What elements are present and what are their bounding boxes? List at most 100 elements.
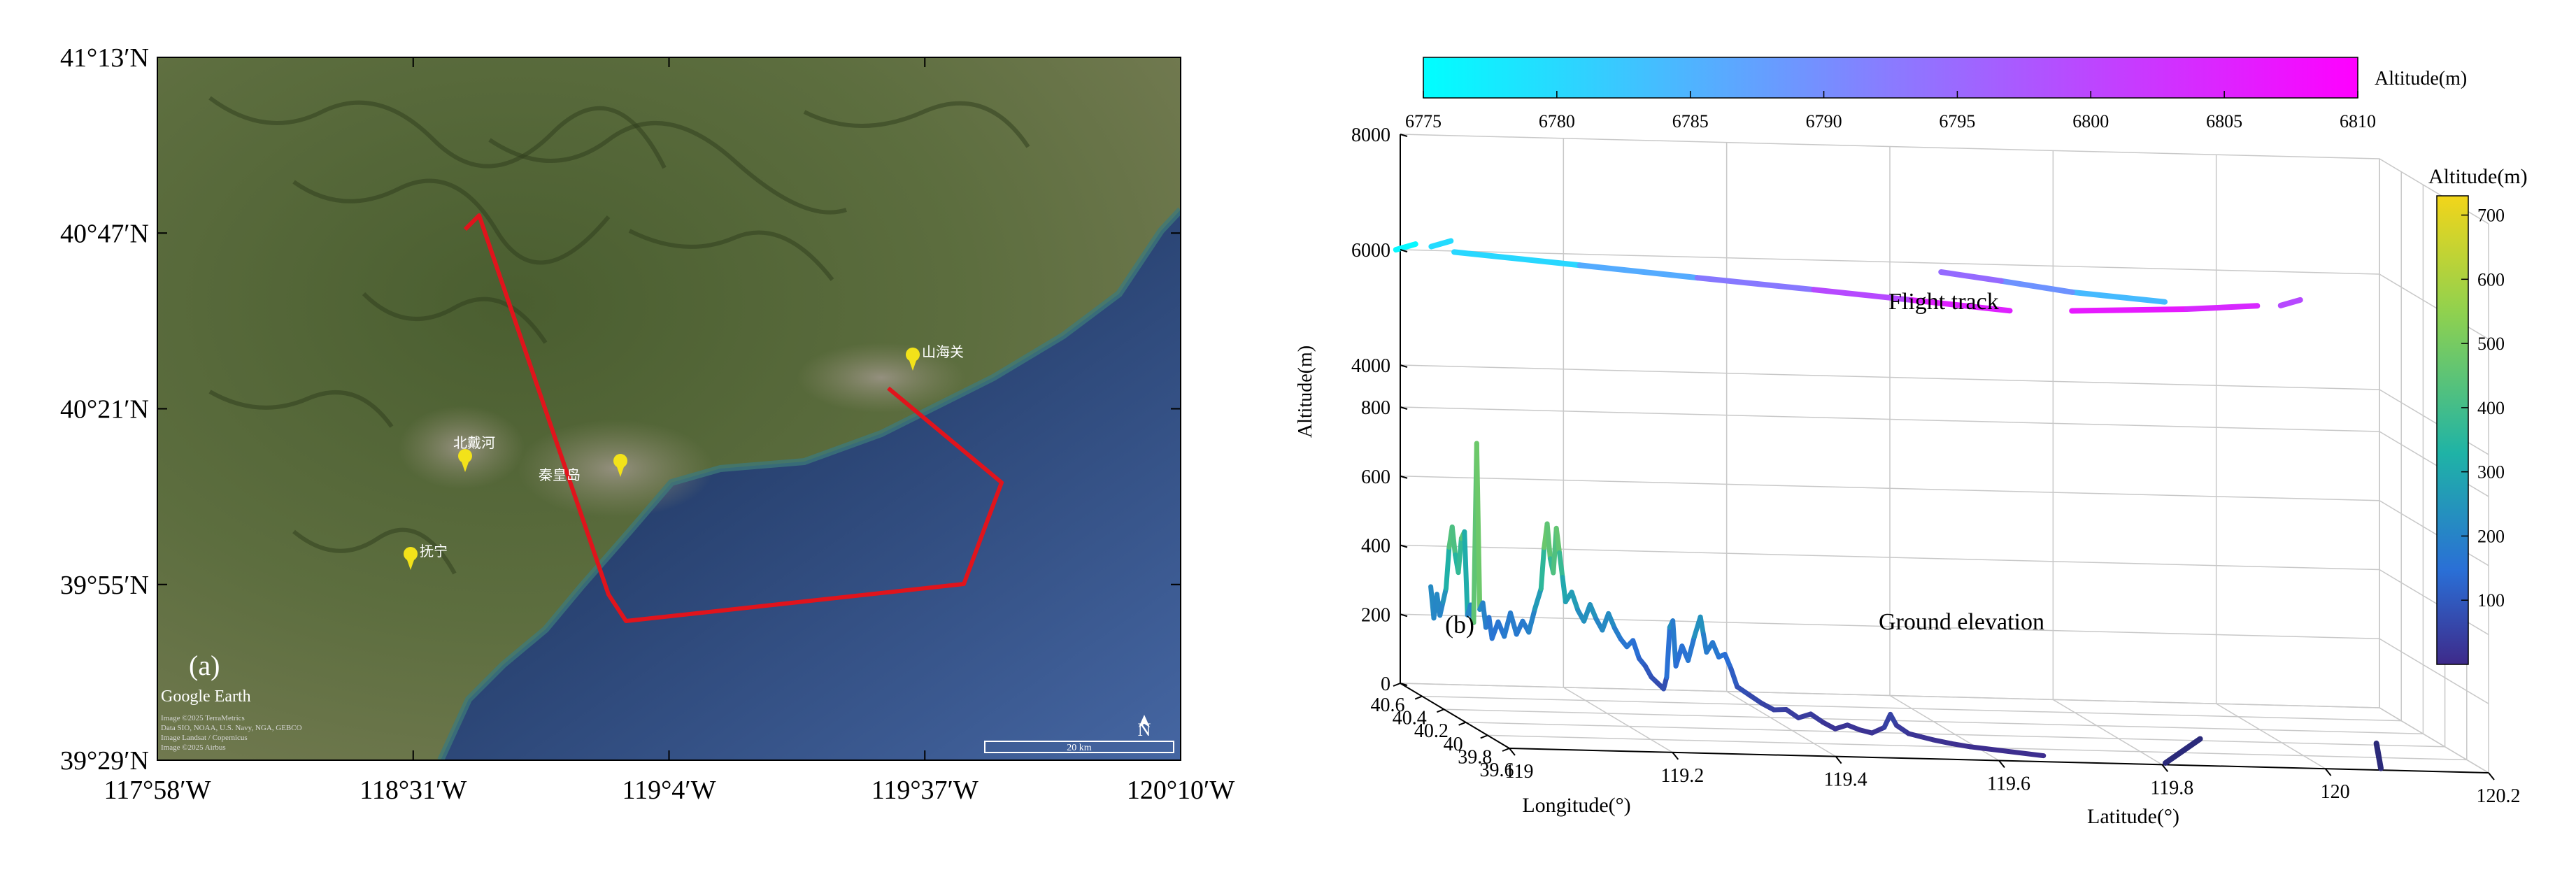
svg-text:Image ©2025 TerraMetrics: Image ©2025 TerraMetrics xyxy=(161,714,245,722)
latitude-labels: 41°13′N 40°47′N 40°21′N 39°55′N 39°29′N xyxy=(60,43,149,776)
ground-elevation-segment xyxy=(1686,634,1697,663)
ground-elevation-series xyxy=(1428,441,2047,759)
ground-elevation-segment xyxy=(1544,521,1553,562)
place-marker-pin: 北戴河 xyxy=(453,435,495,472)
ground-elevation-segment xyxy=(1449,524,1458,557)
x-tick xyxy=(1480,734,1488,739)
svg-text:Image Landsat / Copernicus: Image Landsat / Copernicus xyxy=(161,734,248,742)
z-tick xyxy=(1400,475,1408,479)
z-tick-label: 400 xyxy=(1361,536,1390,557)
z-tick-label: 600 xyxy=(1361,466,1390,488)
ground-elevation-segment xyxy=(1553,525,1563,555)
colorbar-h-tick-label: 6800 xyxy=(2072,111,2109,131)
y-tick-label: 119 xyxy=(1505,761,1534,783)
flight-track-segment xyxy=(2069,306,2190,314)
colorbar-h-tick-label: 6805 xyxy=(2206,111,2242,131)
ground-elevation-segment xyxy=(1722,652,1734,671)
land-mass xyxy=(157,57,1181,760)
map-attribution: Image ©2025 TerraMetrics Data SIO, NOAA,… xyxy=(161,714,302,752)
flight-track-segment xyxy=(1998,278,2075,295)
colorbar-v-tick-label: 700 xyxy=(2477,206,2505,226)
x-tick-label: 40 xyxy=(1444,734,1463,755)
colorbar-h-tick-label: 6790 xyxy=(1806,111,1842,131)
flight-track-point xyxy=(2277,297,2303,308)
flight-track-segment xyxy=(2069,289,2168,305)
z-tick xyxy=(1400,613,1408,618)
z-tick-label: 0 xyxy=(1381,673,1390,695)
north-label: N xyxy=(1138,720,1151,740)
x-tick xyxy=(1437,708,1444,713)
lat-label: 40°21′N xyxy=(60,395,149,425)
ground-elevation-segment xyxy=(1444,545,1452,591)
map-axis-ticks xyxy=(157,57,1181,761)
longitude-labels: 117°58′W 118°31′W 119°4′W 119°37′W 120°10′W xyxy=(104,776,1235,805)
grid-line xyxy=(1563,687,1673,753)
colorbar-v-ticks: 100 200 300 400 500 600 700 xyxy=(2461,206,2505,611)
colorbar-v-label: Altitude(m) xyxy=(2428,165,2528,188)
x-tick-label: 39.6 xyxy=(1480,760,1514,781)
svg-text:Data SIO, NOAA, U.S. Navy, NGA: Data SIO, NOAA, U.S. Navy, NGA, GEBCO xyxy=(161,724,302,732)
x-tick-label: 40.2 xyxy=(1414,720,1449,742)
place-marker-pin: 抚宁 xyxy=(404,543,448,570)
flight-track-segment xyxy=(1938,269,2004,284)
colorbar-flight-altitude: Altitude(m) 6775 6780 6785 6790 6795 6800 6805… xyxy=(1405,57,2467,131)
y-tick xyxy=(1509,748,1516,756)
colorbar-v-tick-label: 300 xyxy=(2477,462,2505,483)
ground-elevation-segment xyxy=(1456,536,1464,576)
grid-line xyxy=(2052,699,2163,765)
ground-elevation-segment xyxy=(1893,722,1912,736)
z-tick-label: 4000 xyxy=(1351,355,1390,377)
ground-elevation-segment xyxy=(1746,692,1765,706)
google-earth-watermark: Google Earth xyxy=(161,687,251,706)
ground-elevation-segment xyxy=(1557,550,1565,580)
city-area xyxy=(797,343,965,413)
y-tick xyxy=(2324,768,2332,776)
grid-3d xyxy=(1400,134,2489,773)
coast-projection-segment xyxy=(2373,740,2384,771)
ground-elevation-segment xyxy=(1728,666,1740,690)
lon-label: 117°58′W xyxy=(104,776,211,805)
z-tick xyxy=(1400,406,1408,410)
annotation-flight-track: Flight track xyxy=(1888,289,1999,315)
grid-line xyxy=(1889,694,2000,762)
flight-track-segment xyxy=(1694,275,1817,293)
grid-line xyxy=(2379,707,2489,773)
satellite-map: 北戴河 秦皇岛 抚宁 山海关 Google Earth Image ©2025 … xyxy=(60,43,1234,805)
y-tick-label: 119.8 xyxy=(2150,777,2193,799)
lat-label: 40°47′N xyxy=(60,219,149,248)
annotation-ground-elevation: Ground elevation xyxy=(1879,609,2044,635)
z-tick xyxy=(1400,683,1408,686)
flight-track-point xyxy=(1393,241,1418,253)
ground-elevation-segment xyxy=(1808,711,1826,725)
ground-elevation-segment xyxy=(1538,545,1547,592)
y-tick-label: 120.2 xyxy=(2477,785,2521,807)
ground-elevation-segment xyxy=(1569,590,1581,613)
x-tick xyxy=(1502,748,1510,752)
scale-bar: 20 km xyxy=(984,741,1174,753)
panel-label-b: (b) xyxy=(1445,611,1474,639)
mountain-texture xyxy=(208,96,1030,575)
y-tick xyxy=(1998,760,2005,769)
flight-track-segment xyxy=(1577,262,1700,281)
lat-label: 41°13′N xyxy=(60,43,149,73)
ground-elevation-segment xyxy=(1784,707,1801,720)
coastline xyxy=(437,207,1181,760)
lat-label: 39°55′N xyxy=(60,571,149,600)
y-tick-label: 119.6 xyxy=(1987,773,2030,795)
z-axis-tick-labels: 0 200 400 600 800 4000 6000 8000 xyxy=(1351,124,1408,695)
z-tick xyxy=(1400,134,1408,137)
colorbar-h-tick-label: 6810 xyxy=(2340,111,2376,131)
flight-track-segment xyxy=(1909,297,2013,314)
flight-track-series xyxy=(1393,238,2303,314)
place-marker-pin: 山海关 xyxy=(906,344,964,371)
x-tick xyxy=(1393,683,1401,687)
z-tick xyxy=(1400,544,1408,548)
ground-elevation-segment xyxy=(1630,638,1642,662)
scale-bar-label: 20 km xyxy=(1067,743,1092,753)
y-tick-label: 119.2 xyxy=(1660,765,1704,787)
z-tick-label: 6000 xyxy=(1351,240,1390,262)
y-axis-tick-labels: 119 119.2 119.4 119.6 119.8 120 120.2 xyxy=(1505,748,2521,807)
ground-elevation-segment xyxy=(1526,606,1538,635)
